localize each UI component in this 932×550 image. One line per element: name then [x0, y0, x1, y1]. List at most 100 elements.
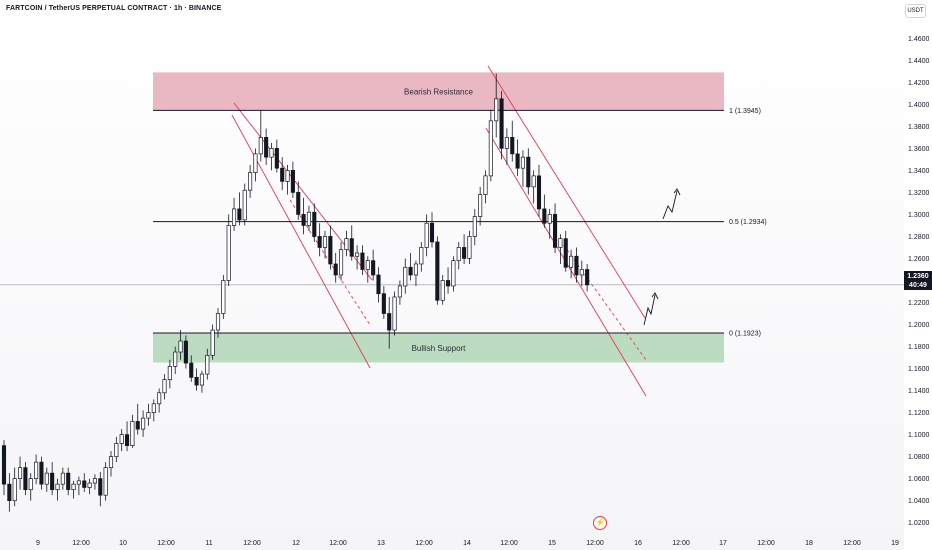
candle	[339, 241, 344, 281]
candle-body	[349, 238, 354, 257]
candle	[526, 148, 531, 195]
candles-layer	[1, 73, 590, 512]
candle-body	[504, 137, 509, 149]
candle-body	[483, 175, 488, 195]
candle	[510, 120, 515, 162]
candle-body	[18, 467, 23, 480]
candle-body	[130, 421, 135, 446]
arrow-up-path-2	[643, 294, 656, 326]
candle	[381, 285, 386, 320]
time-axis[interactable]: 9 12:00 10 12:00 11 12:00 12 12:00 13 12:00 14 12:0…	[36, 540, 899, 547]
candle-body	[531, 175, 536, 188]
time-tick-label: 18	[805, 540, 813, 547]
candle-body	[210, 329, 215, 356]
candle	[205, 348, 210, 380]
candle	[237, 192, 242, 226]
candle	[151, 399, 156, 422]
candle	[585, 263, 590, 292]
time-tick-label: 12:00	[72, 540, 90, 547]
time-tick-label: 12:00	[672, 540, 690, 547]
candle	[483, 170, 488, 204]
price-tick-label: 1.4600	[908, 36, 930, 43]
price-tick-label: 1.2600	[908, 256, 930, 263]
candle-body	[547, 214, 552, 224]
candle	[39, 456, 44, 490]
time-tick-label: 12:00	[843, 540, 861, 547]
candle-body	[82, 480, 87, 488]
candle-body	[371, 260, 376, 276]
candle-body	[280, 167, 285, 182]
candle-body	[242, 189, 247, 221]
candle-body	[360, 252, 365, 270]
candle-body	[515, 153, 520, 169]
current-price-tag: 1.2360 40:49	[904, 271, 932, 290]
candle-body	[66, 472, 71, 491]
candle-body	[536, 175, 542, 210]
candle	[167, 359, 172, 389]
price-tick-label: 1.4400	[908, 58, 930, 65]
candle-body	[355, 252, 360, 257]
candle-body	[199, 373, 205, 386]
candle-body	[226, 225, 231, 281]
candle-body	[12, 478, 17, 502]
candle	[44, 467, 49, 492]
candle-body	[424, 222, 429, 248]
candle-body	[328, 236, 333, 265]
candle	[429, 212, 435, 248]
candle	[467, 230, 472, 264]
candle	[547, 208, 552, 239]
candle-body	[333, 263, 338, 276]
time-tick-label: 12:00	[586, 540, 604, 547]
candle	[108, 451, 114, 477]
candle	[103, 462, 108, 501]
candle	[376, 267, 381, 303]
candle	[55, 478, 60, 501]
candle	[536, 164, 542, 217]
candle	[242, 183, 247, 226]
candle-body	[28, 478, 33, 491]
level-label-2: 0 (1.1923)	[729, 330, 761, 337]
level-label-0: 1 (1.3945)	[729, 108, 761, 115]
candle-body	[248, 172, 253, 191]
candle	[50, 462, 55, 496]
price-tick-label: 1.3200	[908, 190, 930, 197]
candle-body	[135, 421, 140, 430]
time-tick-label: 11	[205, 540, 212, 547]
candle-body	[381, 293, 386, 314]
candle-body	[157, 392, 162, 405]
candle	[87, 478, 92, 495]
candle	[189, 355, 194, 382]
candle-body	[585, 269, 590, 286]
candle	[18, 456, 23, 490]
candle	[290, 161, 295, 198]
unit-badge[interactable]: USDT	[905, 4, 926, 18]
time-tick-label: 14	[463, 540, 471, 547]
candle-body	[269, 148, 274, 158]
candle-body	[301, 214, 306, 226]
candle-body	[322, 236, 328, 248]
lightning-icon[interactable]: ⚡	[593, 516, 607, 530]
candle	[253, 148, 258, 182]
candle-body	[232, 208, 237, 226]
price-tick-label: 1.1400	[908, 388, 930, 395]
candle	[499, 91, 504, 160]
candle-body	[552, 214, 558, 248]
channel-1-lower	[231, 114, 371, 369]
candle-body	[87, 482, 92, 488]
candle	[258, 109, 263, 162]
candle-body	[50, 472, 55, 491]
price-tick-label: 1.1600	[908, 366, 930, 373]
time-tick-label: 12:00	[157, 540, 175, 547]
candle-body	[413, 263, 419, 276]
price-tick-label: 1.3000	[908, 212, 930, 219]
candle	[472, 208, 477, 246]
price-tick-label: 1.1800	[908, 344, 930, 351]
candle	[456, 241, 461, 270]
candle-body	[215, 313, 221, 331]
time-tick-label: 15	[548, 540, 556, 547]
candle-body	[296, 192, 301, 215]
price-tick-label: 1.2800	[908, 234, 930, 241]
price-tick-label: 1.4200	[908, 80, 930, 87]
